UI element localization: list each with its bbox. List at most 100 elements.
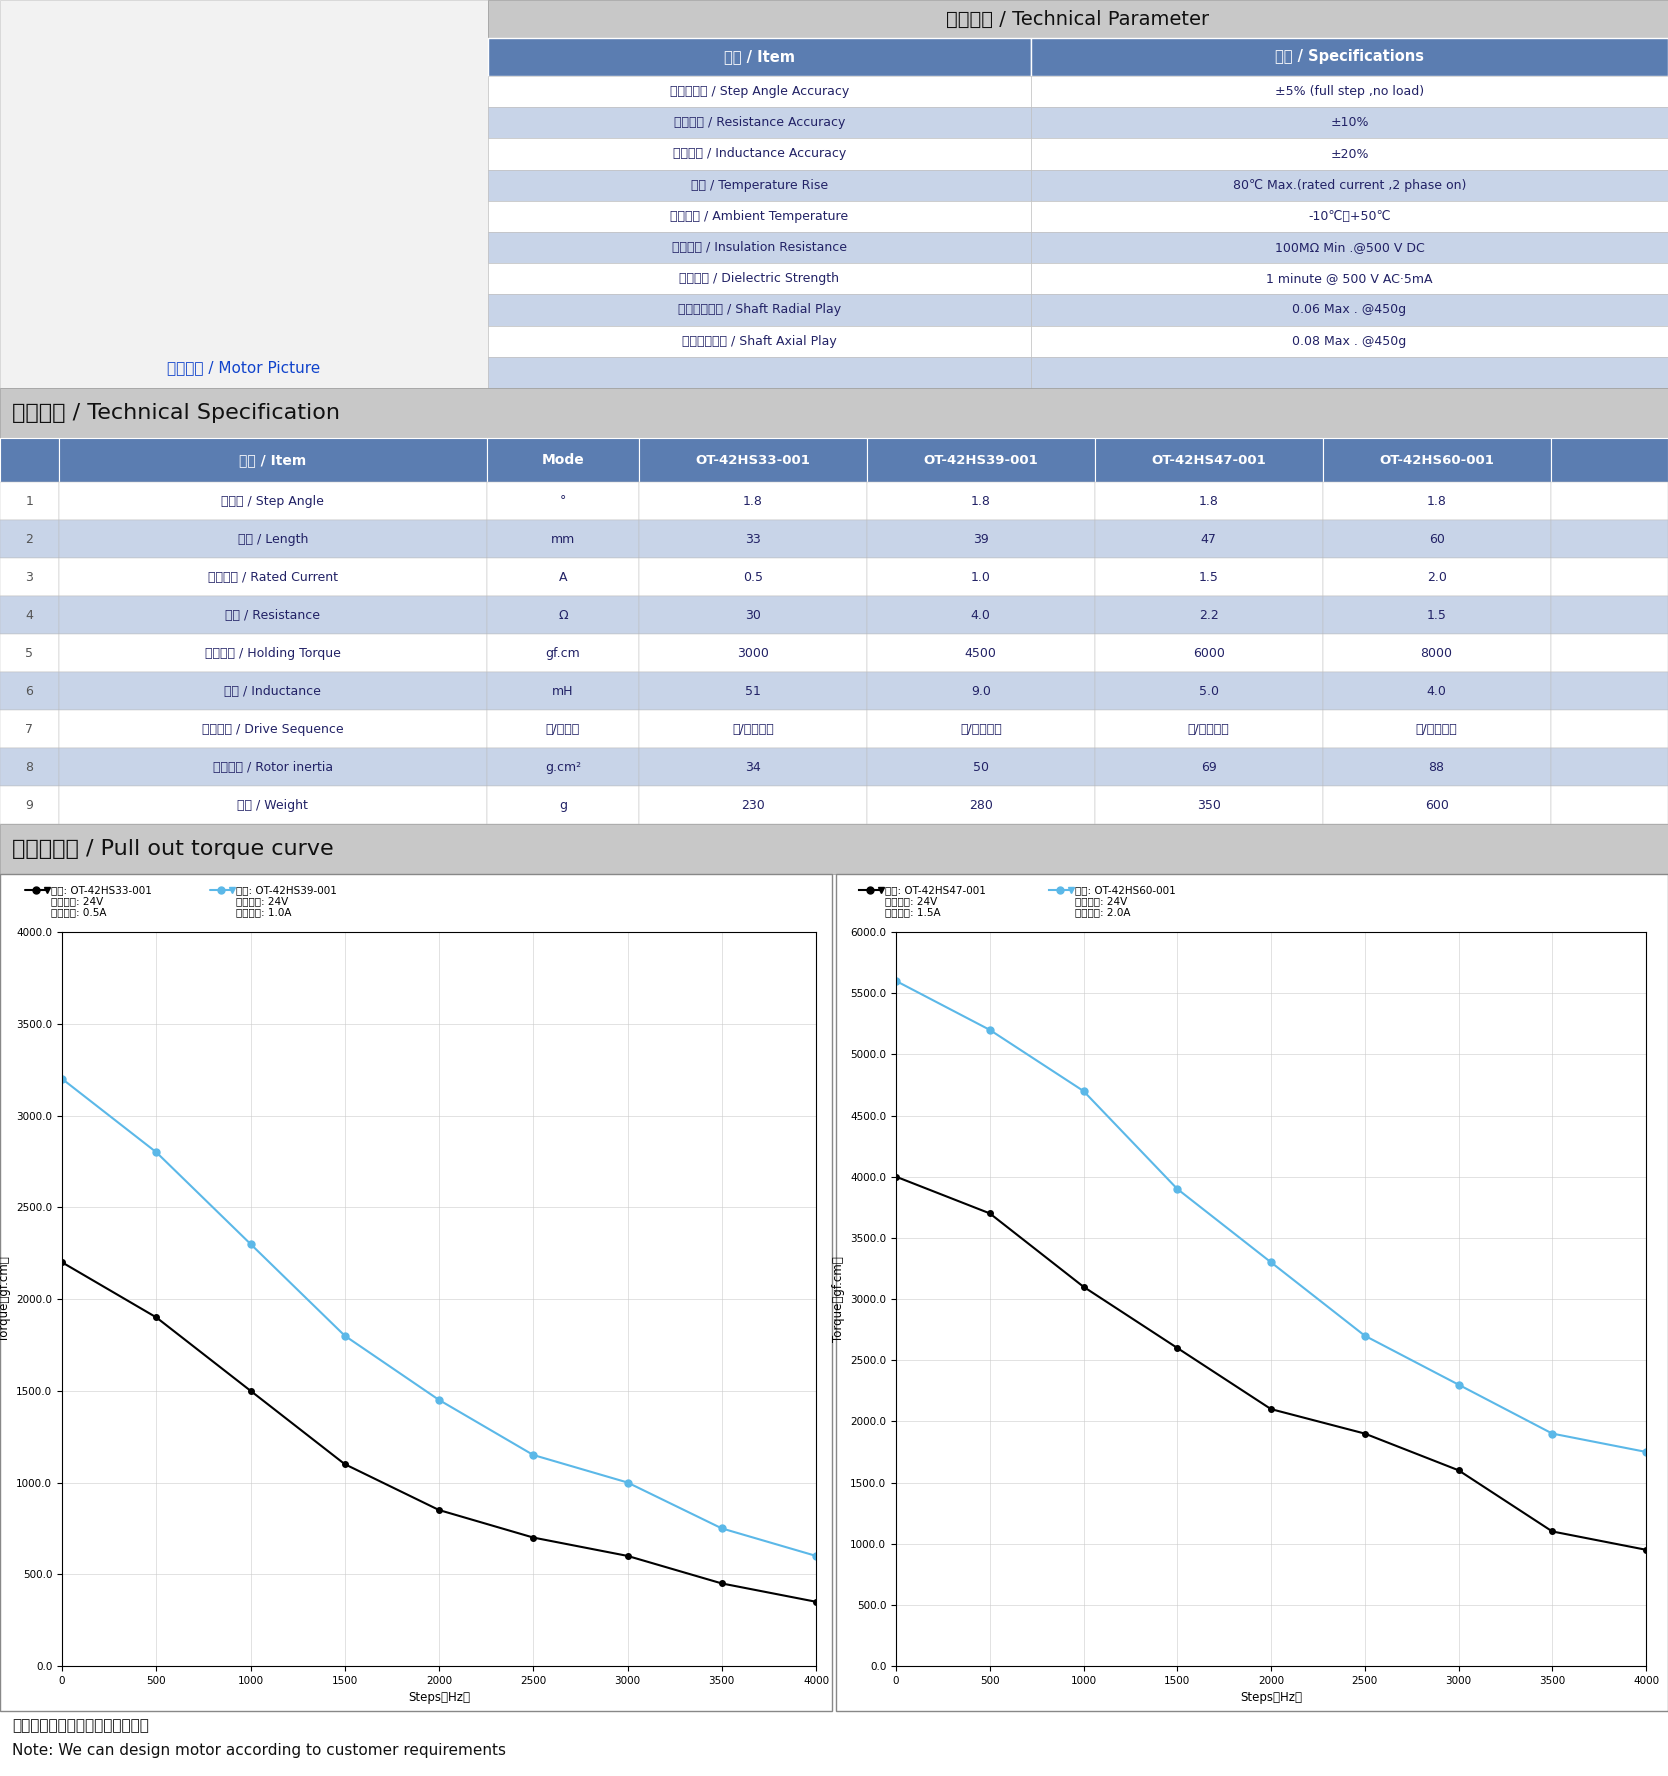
Bar [1323, 597, 1551, 634]
Bar [1323, 710, 1551, 748]
Bar [489, 357, 1031, 387]
Bar [489, 325, 1031, 357]
Text: 步距角 / Step Angle: 步距角 / Step Angle [222, 494, 324, 508]
Bar [1551, 481, 1668, 520]
Bar [0, 874, 832, 1710]
Bar [1094, 748, 1323, 787]
Text: ±20%: ±20% [1329, 147, 1369, 160]
Text: Mode: Mode [542, 453, 584, 467]
Bar [1031, 325, 1668, 357]
Bar [1551, 634, 1668, 671]
Text: 50: 50 [972, 760, 989, 774]
X-axis label: Steps（Hz）: Steps（Hz） [1239, 1691, 1303, 1705]
Text: 电机图片 / Motor Picture: 电机图片 / Motor Picture [167, 361, 320, 375]
Bar [1031, 263, 1668, 295]
Y-axis label: Torque（gf.cm）: Torque（gf.cm） [0, 1256, 10, 1343]
Bar [1094, 481, 1323, 520]
Text: 型号: OT-42HS47-001: 型号: OT-42HS47-001 [886, 884, 986, 895]
Text: 7: 7 [25, 723, 33, 735]
Text: 1.8: 1.8 [1199, 494, 1219, 508]
Bar [1551, 671, 1668, 710]
Y-axis label: Torque（gf.cm）: Torque（gf.cm） [832, 1256, 844, 1343]
Bar [1323, 558, 1551, 597]
Text: 型号: OT-42HS60-001: 型号: OT-42HS60-001 [1074, 884, 1176, 895]
Bar [489, 169, 1031, 201]
Bar [1323, 787, 1551, 824]
Bar [1094, 597, 1323, 634]
Bar [1094, 520, 1323, 558]
Bar [639, 597, 867, 634]
Text: 5.0: 5.0 [1199, 684, 1219, 698]
Text: 34: 34 [746, 760, 761, 774]
Text: 9: 9 [25, 799, 33, 812]
Bar [0, 824, 1668, 874]
Bar [58, 710, 487, 748]
Bar [487, 748, 639, 787]
Bar [1551, 748, 1668, 787]
Text: 长度 / Length: 长度 / Length [237, 533, 309, 545]
Text: 驱动电压: 24V: 驱动电压: 24V [52, 897, 103, 906]
Text: 绝缘电阻 / Insulation Resistance: 绝缘电阻 / Insulation Resistance [672, 242, 847, 254]
Text: 额定电流: 1.5A: 额定电流: 1.5A [886, 908, 941, 916]
Text: 1 minute @ 500 V AC·5mA: 1 minute @ 500 V AC·5mA [1266, 272, 1433, 286]
Text: 100MΩ Min .@500 V DC: 100MΩ Min .@500 V DC [1274, 242, 1424, 254]
Bar [58, 558, 487, 597]
X-axis label: Steps（Hz）: Steps（Hz） [409, 1691, 470, 1705]
Text: 技术规格 / Technical Specification: 技术规格 / Technical Specification [12, 403, 340, 423]
Bar [0, 748, 58, 787]
Text: 0.5: 0.5 [742, 570, 762, 584]
Bar [639, 634, 867, 671]
Text: 型号: OT-42HS33-001: 型号: OT-42HS33-001 [52, 884, 152, 895]
Text: 驱动电压: 24V: 驱动电压: 24V [886, 897, 937, 906]
Text: Note: We can design motor according to customer requirements: Note: We can design motor according to c… [12, 1742, 505, 1758]
Text: 9.0: 9.0 [971, 684, 991, 698]
Text: 8000: 8000 [1421, 646, 1453, 659]
Bar [487, 671, 639, 710]
Text: 3: 3 [25, 570, 33, 584]
Text: OT-42HS60-001: OT-42HS60-001 [1379, 453, 1495, 467]
Bar [58, 439, 487, 481]
Bar [1094, 558, 1323, 597]
Bar [639, 558, 867, 597]
Bar [867, 634, 1094, 671]
Text: 项目 / Item: 项目 / Item [724, 50, 796, 64]
Bar [489, 76, 1031, 107]
Bar [867, 787, 1094, 824]
Text: A: A [559, 570, 567, 584]
Bar [1031, 357, 1668, 387]
Bar [867, 520, 1094, 558]
Text: 60: 60 [1429, 533, 1444, 545]
Text: 额定电流: 2.0A: 额定电流: 2.0A [1074, 908, 1131, 916]
Text: OT-42HS47-001: OT-42HS47-001 [1151, 453, 1266, 467]
Text: 2.0: 2.0 [1426, 570, 1446, 584]
Bar [1031, 169, 1668, 201]
Text: 注：可根据客户需求进行定制马达: 注：可根据客户需求进行定制马达 [12, 1717, 148, 1733]
Bar [867, 481, 1094, 520]
Text: 2.2: 2.2 [1199, 609, 1219, 622]
Bar [489, 107, 1031, 139]
Text: 驱动电压: 24V: 驱动电压: 24V [235, 897, 289, 906]
Text: 步距角精度 / Step Angle Accuracy: 步距角精度 / Step Angle Accuracy [671, 85, 849, 98]
Bar [639, 481, 867, 520]
Bar [0, 387, 1668, 439]
Text: Ω: Ω [559, 609, 567, 622]
Bar [836, 874, 1668, 1710]
Text: 350: 350 [1196, 799, 1221, 812]
Text: 1.8: 1.8 [1426, 494, 1446, 508]
Text: 转轴径向跳动 / Shaft Radial Play: 转轴径向跳动 / Shaft Radial Play [677, 304, 841, 316]
Bar [639, 520, 867, 558]
Bar [58, 671, 487, 710]
Text: 项目 / Item: 项目 / Item [239, 453, 307, 467]
Text: 温升 / Temperature Rise: 温升 / Temperature Rise [691, 179, 827, 192]
Text: 1.5: 1.5 [1199, 570, 1219, 584]
Bar [487, 787, 639, 824]
Bar [489, 139, 1031, 169]
Text: 1.0: 1.0 [971, 570, 991, 584]
Text: 单/双极驱动: 单/双极驱动 [959, 723, 1002, 735]
Text: 4.0: 4.0 [971, 609, 991, 622]
Text: 技术参数 / Technical Parameter: 技术参数 / Technical Parameter [946, 9, 1209, 28]
Bar [639, 671, 867, 710]
Text: 47: 47 [1201, 533, 1216, 545]
Text: 单/双极驱动: 单/双极驱动 [1416, 723, 1458, 735]
Bar [1031, 233, 1668, 263]
